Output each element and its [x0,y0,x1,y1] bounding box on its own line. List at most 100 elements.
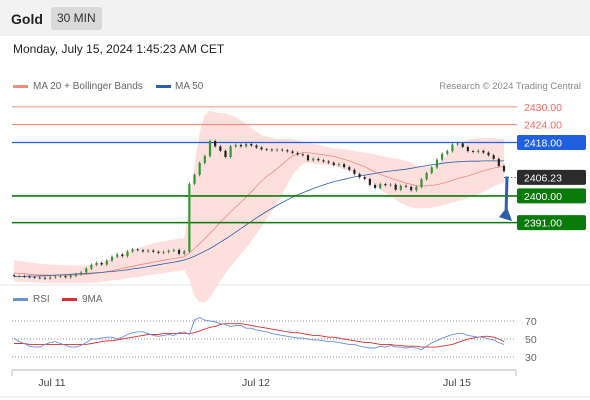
candle-body [177,249,181,254]
candle-body [116,254,119,257]
candle-body [358,173,361,178]
candle-body [461,143,464,147]
candle-body [183,251,186,254]
level-label-support: 2391.00 [524,218,562,230]
candle-body [301,154,304,156]
candle-body [38,277,41,279]
ma50-legend-label: MA 50 [175,81,204,92]
credit-label: Research © 2024 Trading Central [439,81,581,92]
candle-body [466,146,469,152]
candle-body [79,272,83,275]
candle-body [368,179,371,185]
datetime-label: Monday, July 15, 2024 1:45:23 AM CET [13,42,225,56]
candle-body [64,276,67,278]
candle-body [167,250,170,253]
candle-body [291,151,294,153]
candle-body [214,141,217,147]
rsi-level-label: 70 [525,316,537,328]
candle-body [296,152,299,155]
candle-body [136,249,139,251]
candle-body [435,159,439,168]
candle-body [229,146,232,158]
candle-body [348,167,351,170]
candle-body [224,150,227,158]
x-tick-label: Jul 11 [38,377,65,389]
level-tag-pivot [517,134,586,150]
bollinger-band-area [14,110,504,303]
candle-body [430,167,433,174]
candle-body [152,250,155,252]
candle-body [281,149,284,151]
timeframe-button[interactable]: 30 MIN [51,7,102,30]
candle-body [404,185,408,187]
candle-body [28,276,31,278]
candle-body [399,185,402,190]
candle-body [415,187,418,191]
candle-body [456,143,459,145]
candle-body [95,263,98,265]
candle-body [172,249,175,251]
rsi-level-label: 30 [525,352,537,364]
candle-body [317,158,320,161]
candle-body [425,173,428,180]
candle-body [337,164,341,166]
level-label-resistance: 2430.00 [524,102,562,114]
candle-body [322,160,325,162]
candle-body [208,141,212,157]
candle-body [260,147,263,150]
candle-body [312,158,315,161]
last-price-tag [517,169,586,185]
candle-body [353,169,356,174]
level-tag-support [517,215,586,231]
candle-body [69,275,72,278]
candle-body [343,164,346,168]
candle-body [203,156,206,163]
candle-body [23,276,26,277]
candle-body [12,275,16,277]
level-label-pivot: 2418.00 [524,137,562,149]
candle-body [384,184,387,186]
candle-body [492,155,495,159]
candle-body [188,183,191,252]
candle-body [162,252,165,253]
candle-body [394,184,397,190]
candle-body [420,179,423,188]
candle-body [105,260,108,265]
candle-body [33,276,36,278]
level-label-support: 2400.00 [524,191,562,203]
candle-body [193,174,196,184]
candle-body [100,263,103,265]
level-label-resistance: 2424.00 [524,120,562,132]
candle-body [90,264,93,269]
candle-body [265,149,268,151]
ma-bb-legend-swatch [13,85,28,88]
rsi-legend-swatch [13,298,28,301]
rsi-ma-legend-label: 9MA [82,294,103,305]
candle-body [373,184,377,188]
ma50-legend-swatch [156,85,171,88]
candle-body [286,150,289,152]
candle-body [389,184,392,186]
candle-body [198,162,201,175]
x-tick-label: Jul 15 [443,377,471,389]
ma50-line [13,160,504,278]
candle-body [332,162,335,166]
candle-body [379,184,382,188]
candle-body [363,177,366,180]
candle-body [131,249,134,252]
ma-bb-legend-label: MA 20 + Bollinger Bands [33,81,143,92]
candle-body [471,151,475,152]
x-tick-label: Jul 12 [242,377,270,389]
candle-body [74,274,77,276]
candle-body [487,152,490,156]
candle-body [54,276,57,278]
candle-body [477,150,480,152]
candle-body [451,144,454,152]
candle-body [497,158,500,166]
candle-body [502,165,506,172]
candle-body [85,268,88,273]
candle-body [141,250,145,252]
candle-body [270,149,273,151]
level-tag-support [517,188,586,204]
